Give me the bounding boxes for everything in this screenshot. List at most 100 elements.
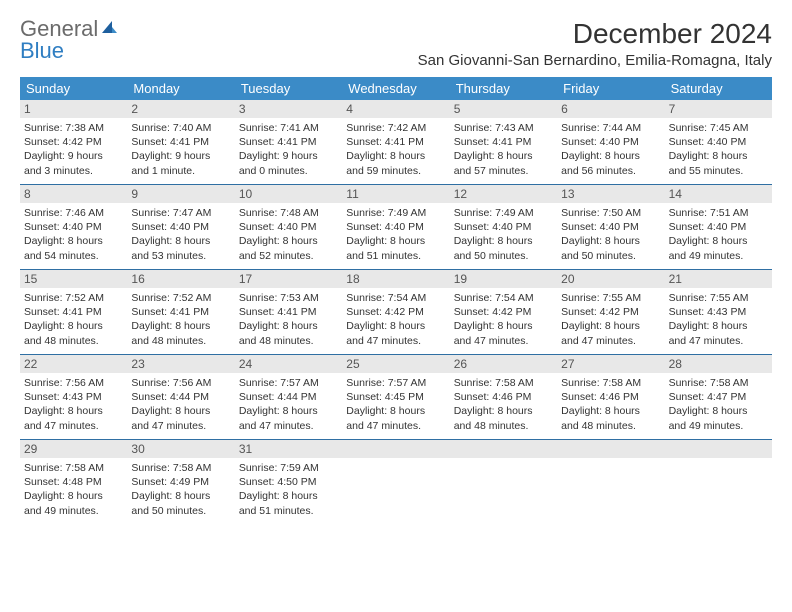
- sunset-text: Sunset: 4:42 PM: [346, 305, 445, 319]
- daylight-text: Daylight: 8 hours: [131, 234, 230, 248]
- calendar-day: 12Sunrise: 7:49 AMSunset: 4:40 PMDayligh…: [450, 185, 557, 269]
- calendar-week: 15Sunrise: 7:52 AMSunset: 4:41 PMDayligh…: [20, 270, 772, 355]
- daylight-text: Daylight: 8 hours: [24, 489, 123, 503]
- calendar-day: 1Sunrise: 7:38 AMSunset: 4:42 PMDaylight…: [20, 100, 127, 184]
- calendar-header-row: Sunday Monday Tuesday Wednesday Thursday…: [20, 77, 772, 100]
- day-number: 27: [557, 355, 664, 373]
- day-number: 14: [665, 185, 772, 203]
- calendar-day: 14Sunrise: 7:51 AMSunset: 4:40 PMDayligh…: [665, 185, 772, 269]
- dayname-wednesday: Wednesday: [342, 77, 449, 100]
- daylight-text: Daylight: 8 hours: [669, 234, 768, 248]
- month-title: December 2024: [418, 18, 772, 50]
- calendar-day: 28Sunrise: 7:58 AMSunset: 4:47 PMDayligh…: [665, 355, 772, 439]
- daylight-text: Daylight: 8 hours: [239, 489, 338, 503]
- calendar-day: 7Sunrise: 7:45 AMSunset: 4:40 PMDaylight…: [665, 100, 772, 184]
- daylight-text: and 47 minutes.: [239, 419, 338, 433]
- calendar-day: [557, 440, 664, 524]
- sunrise-text: Sunrise: 7:41 AM: [239, 121, 338, 135]
- day-number: 7: [665, 100, 772, 118]
- day-number: 22: [20, 355, 127, 373]
- sunset-text: Sunset: 4:41 PM: [346, 135, 445, 149]
- day-number: 13: [557, 185, 664, 203]
- calendar-week: 1Sunrise: 7:38 AMSunset: 4:42 PMDaylight…: [20, 100, 772, 185]
- daylight-text: Daylight: 8 hours: [454, 319, 553, 333]
- calendar-day: [342, 440, 449, 524]
- daylight-text: Daylight: 8 hours: [239, 319, 338, 333]
- daylight-text: Daylight: 8 hours: [561, 319, 660, 333]
- daylight-text: and 48 minutes.: [24, 334, 123, 348]
- day-number: [665, 440, 772, 458]
- calendar-day: 17Sunrise: 7:53 AMSunset: 4:41 PMDayligh…: [235, 270, 342, 354]
- sunset-text: Sunset: 4:44 PM: [239, 390, 338, 404]
- daylight-text: Daylight: 8 hours: [239, 234, 338, 248]
- sunrise-text: Sunrise: 7:50 AM: [561, 206, 660, 220]
- daylight-text: and 49 minutes.: [24, 504, 123, 518]
- day-number: 16: [127, 270, 234, 288]
- sunrise-text: Sunrise: 7:43 AM: [454, 121, 553, 135]
- calendar-day: 6Sunrise: 7:44 AMSunset: 4:40 PMDaylight…: [557, 100, 664, 184]
- sunset-text: Sunset: 4:40 PM: [24, 220, 123, 234]
- day-number: 23: [127, 355, 234, 373]
- calendar: Sunday Monday Tuesday Wednesday Thursday…: [20, 77, 772, 524]
- calendar-day: 27Sunrise: 7:58 AMSunset: 4:46 PMDayligh…: [557, 355, 664, 439]
- sunrise-text: Sunrise: 7:58 AM: [24, 461, 123, 475]
- daylight-text: and 48 minutes.: [454, 419, 553, 433]
- daylight-text: and 51 minutes.: [346, 249, 445, 263]
- daylight-text: Daylight: 8 hours: [346, 234, 445, 248]
- daylight-text: and 48 minutes.: [561, 419, 660, 433]
- calendar-day: 8Sunrise: 7:46 AMSunset: 4:40 PMDaylight…: [20, 185, 127, 269]
- sunset-text: Sunset: 4:40 PM: [561, 220, 660, 234]
- calendar-day: 31Sunrise: 7:59 AMSunset: 4:50 PMDayligh…: [235, 440, 342, 524]
- sunset-text: Sunset: 4:41 PM: [239, 305, 338, 319]
- day-number: 26: [450, 355, 557, 373]
- day-number: 31: [235, 440, 342, 458]
- sunrise-text: Sunrise: 7:38 AM: [24, 121, 123, 135]
- sunrise-text: Sunrise: 7:49 AM: [346, 206, 445, 220]
- title-block: December 2024 San Giovanni-San Bernardin…: [418, 18, 772, 69]
- sunrise-text: Sunrise: 7:44 AM: [561, 121, 660, 135]
- sunset-text: Sunset: 4:42 PM: [561, 305, 660, 319]
- daylight-text: and 47 minutes.: [131, 419, 230, 433]
- calendar-day: 2Sunrise: 7:40 AMSunset: 4:41 PMDaylight…: [127, 100, 234, 184]
- sunset-text: Sunset: 4:48 PM: [24, 475, 123, 489]
- sunset-text: Sunset: 4:40 PM: [239, 220, 338, 234]
- sunset-text: Sunset: 4:40 PM: [669, 135, 768, 149]
- brand-logo: General Blue: [20, 18, 118, 62]
- day-number: 25: [342, 355, 449, 373]
- brand-part2: Blue: [20, 38, 64, 63]
- daylight-text: Daylight: 8 hours: [346, 319, 445, 333]
- sunset-text: Sunset: 4:41 PM: [131, 305, 230, 319]
- header: General Blue December 2024 San Giovanni-…: [20, 18, 772, 69]
- brand-text: General Blue: [20, 18, 118, 62]
- calendar-day: 11Sunrise: 7:49 AMSunset: 4:40 PMDayligh…: [342, 185, 449, 269]
- dayname-tuesday: Tuesday: [235, 77, 342, 100]
- sunrise-text: Sunrise: 7:45 AM: [669, 121, 768, 135]
- sunrise-text: Sunrise: 7:57 AM: [346, 376, 445, 390]
- daylight-text: and 56 minutes.: [561, 164, 660, 178]
- day-number: 18: [342, 270, 449, 288]
- daylight-text: and 47 minutes.: [346, 334, 445, 348]
- dayname-thursday: Thursday: [450, 77, 557, 100]
- daylight-text: Daylight: 8 hours: [131, 489, 230, 503]
- calendar-day: 13Sunrise: 7:50 AMSunset: 4:40 PMDayligh…: [557, 185, 664, 269]
- day-number: [557, 440, 664, 458]
- daylight-text: and 55 minutes.: [669, 164, 768, 178]
- daylight-text: and 54 minutes.: [24, 249, 123, 263]
- sunset-text: Sunset: 4:40 PM: [346, 220, 445, 234]
- sunrise-text: Sunrise: 7:52 AM: [131, 291, 230, 305]
- day-number: 24: [235, 355, 342, 373]
- sunset-text: Sunset: 4:43 PM: [24, 390, 123, 404]
- daylight-text: and 1 minute.: [131, 164, 230, 178]
- day-number: 3: [235, 100, 342, 118]
- daylight-text: Daylight: 8 hours: [24, 319, 123, 333]
- sunrise-text: Sunrise: 7:54 AM: [454, 291, 553, 305]
- daylight-text: and 51 minutes.: [239, 504, 338, 518]
- daylight-text: and 47 minutes.: [561, 334, 660, 348]
- daylight-text: Daylight: 8 hours: [131, 404, 230, 418]
- daylight-text: and 49 minutes.: [669, 249, 768, 263]
- calendar-day: 15Sunrise: 7:52 AMSunset: 4:41 PMDayligh…: [20, 270, 127, 354]
- daylight-text: and 47 minutes.: [24, 419, 123, 433]
- day-number: 10: [235, 185, 342, 203]
- daylight-text: and 48 minutes.: [239, 334, 338, 348]
- daylight-text: Daylight: 8 hours: [561, 149, 660, 163]
